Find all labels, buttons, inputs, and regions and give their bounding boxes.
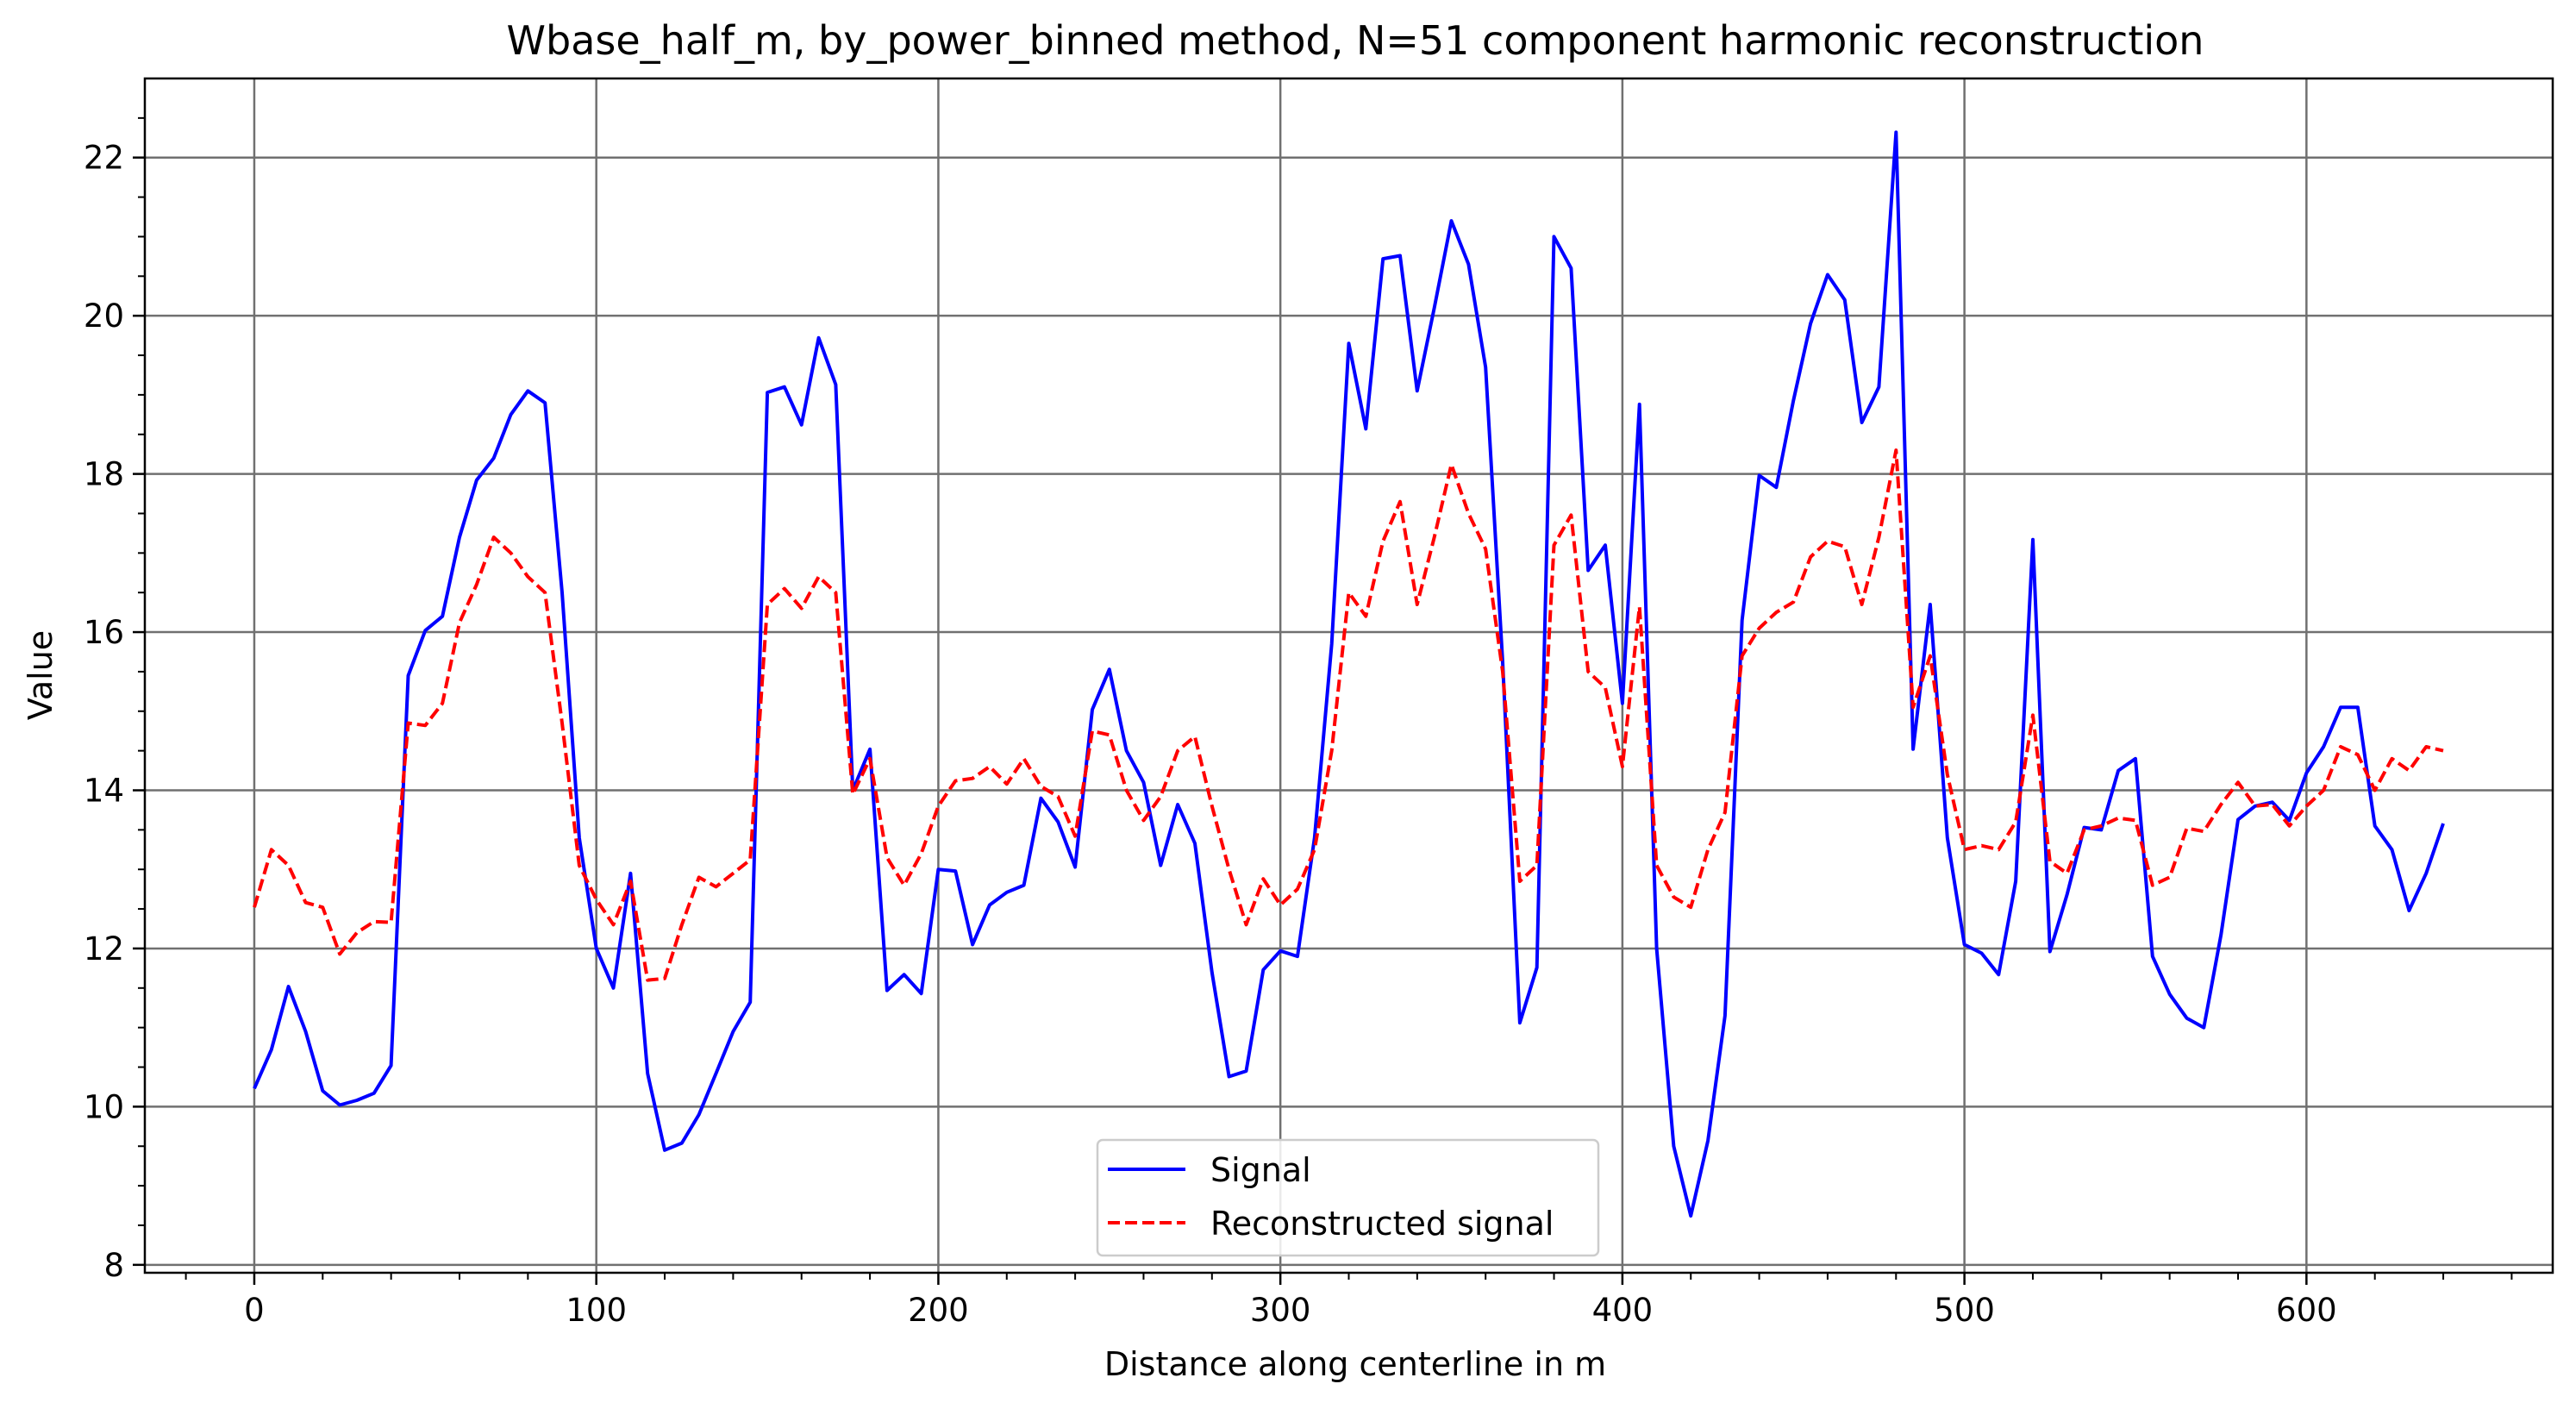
y-tick-label: 10 xyxy=(84,1088,124,1125)
legend-label-reconstructed-signal: Reconstructed signal xyxy=(1210,1205,1554,1243)
y-tick-label: 16 xyxy=(84,614,124,651)
y-axis-title: Value xyxy=(22,630,59,720)
legend-box xyxy=(1096,1138,1600,1257)
series-layer xyxy=(253,130,2445,1218)
series-line-reconstructed-signal xyxy=(253,448,2444,982)
y-tick-label: 8 xyxy=(103,1247,124,1284)
legend-label-signal: Signal xyxy=(1210,1151,1311,1189)
x-tick-label: 500 xyxy=(1934,1292,1995,1329)
x-tick-label: 200 xyxy=(908,1292,969,1329)
x-tick-label: 100 xyxy=(566,1292,627,1329)
x-tick-label: 0 xyxy=(244,1292,265,1329)
y-tick-label: 12 xyxy=(84,930,124,968)
y-tick-label: 20 xyxy=(84,297,124,335)
series-line-signal xyxy=(253,130,2445,1218)
x-tick-label: 300 xyxy=(1250,1292,1311,1329)
legend: Signal Reconstructed signal xyxy=(1096,1138,1600,1257)
axis-ticks: 0 100 200 300 400 500 600 8 10 12 14 16 18 20 22 xyxy=(84,116,2513,1329)
y-tick-label: 18 xyxy=(84,456,124,493)
x-tick-label: 400 xyxy=(1592,1292,1654,1329)
plot-frame xyxy=(143,77,2554,1274)
x-tick-label: 600 xyxy=(2276,1292,2337,1329)
y-tick-label: 14 xyxy=(84,772,124,809)
chart-title: Wbase_half_m, by_power_binned method, N=… xyxy=(507,17,2204,64)
grid xyxy=(145,78,2553,1273)
x-axis-title: Distance along centerline in m xyxy=(1104,1345,1606,1383)
y-tick-label: 22 xyxy=(84,140,124,177)
